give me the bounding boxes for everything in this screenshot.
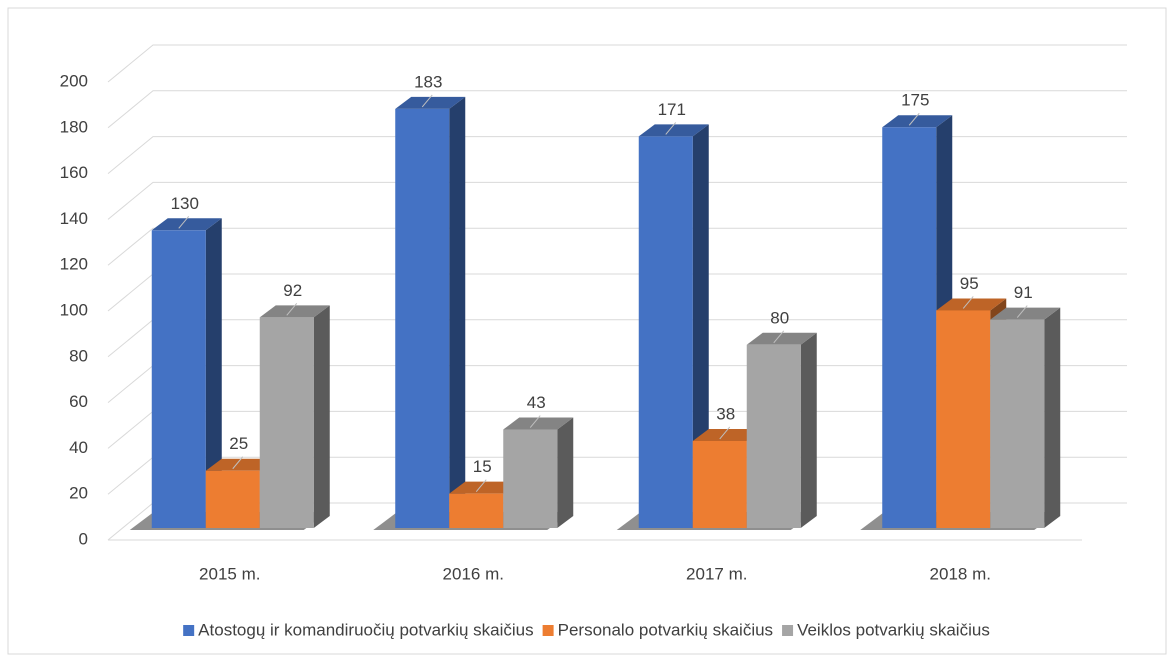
leader-line [475, 479, 487, 492]
bar-face [882, 115, 953, 128]
grid-line [107, 44, 1127, 83]
bar-face [1044, 307, 1061, 528]
x-tick-label: 2018 m. [930, 564, 991, 583]
bar-face [395, 108, 450, 529]
bar [746, 332, 817, 528]
leader-line [962, 296, 974, 309]
data-label: 80 [770, 308, 789, 327]
data-label: 171 [658, 100, 686, 119]
data-label: 95 [960, 274, 979, 293]
bar-face [882, 127, 937, 528]
data-label: 175 [901, 91, 929, 110]
bar-face [638, 136, 693, 528]
leader-line [1016, 305, 1028, 318]
leader-line [773, 330, 785, 344]
legend-swatch [782, 625, 794, 636]
bar-face [557, 417, 574, 528]
bar [259, 305, 330, 528]
data-label: 92 [283, 281, 302, 300]
y-tick-label: 180 [60, 117, 88, 136]
leader-line [421, 94, 433, 108]
data-label: 25 [229, 434, 248, 453]
bar-face [259, 305, 330, 318]
bar-face [800, 332, 817, 528]
bar [990, 307, 1061, 528]
y-tick-label: 140 [60, 209, 88, 228]
bar-face [151, 230, 206, 529]
leader-line [232, 456, 244, 470]
bar-face [205, 470, 260, 528]
data-label: 15 [473, 457, 492, 476]
grid-line [107, 90, 1127, 129]
bar-face [936, 298, 1007, 311]
leader-line [719, 426, 731, 440]
bar-face [692, 440, 747, 528]
bar-face [449, 493, 504, 528]
leader-line [908, 112, 920, 126]
y-tick-label: 120 [60, 255, 88, 274]
leader-line [286, 302, 298, 316]
leader-line [529, 415, 541, 428]
x-tick-label: 2015 m. [199, 564, 260, 583]
bar-face [205, 458, 276, 471]
data-label: 38 [716, 404, 735, 423]
leader-line [178, 215, 190, 229]
y-tick-label: 0 [79, 529, 88, 548]
bar-face [746, 332, 817, 345]
bar-face [503, 417, 574, 430]
bar-face [503, 429, 558, 528]
bar-face [449, 481, 520, 494]
leader-line [665, 122, 677, 135]
data-label: 183 [414, 72, 442, 91]
bar-face [990, 319, 1045, 528]
grid-line [107, 136, 1127, 174]
grid-line [107, 227, 1127, 266]
legend-label: Atostogų ir komandiruočių potvarkių skai… [198, 620, 533, 639]
y-tick-label: 20 [69, 484, 88, 503]
data-label: 130 [171, 194, 199, 213]
data-label: 91 [1014, 283, 1033, 302]
x-tick-label: 2017 m. [686, 564, 747, 583]
y-tick-label: 100 [60, 300, 88, 319]
legend-swatch [183, 625, 195, 636]
bar [503, 417, 574, 528]
bar [151, 218, 222, 529]
bar [638, 124, 709, 528]
bar-face [692, 428, 763, 441]
bar-face [151, 218, 222, 231]
bar [395, 96, 466, 529]
y-tick-label: 40 [69, 438, 88, 457]
y-tick-label: 60 [69, 392, 88, 411]
bar-face [259, 317, 314, 528]
x-tick-label: 2016 m. [443, 564, 504, 583]
legend-swatch [542, 625, 554, 636]
bar-face [205, 218, 222, 529]
y-tick-label: 80 [69, 346, 88, 365]
bar-face [746, 344, 801, 528]
data-label: 43 [527, 393, 546, 412]
y-tick-label: 200 [60, 71, 88, 90]
bar-face [936, 310, 991, 528]
bar-face [692, 124, 709, 528]
bar-face [395, 96, 466, 109]
legend-label: Veiklos potvarkių skaičius [797, 620, 990, 639]
legend-label: Personalo potvarkių skaičius [558, 620, 773, 639]
y-tick-label: 160 [60, 163, 88, 182]
bar-face [313, 305, 330, 528]
bar-face [990, 307, 1061, 320]
bar-face [638, 124, 709, 137]
grid-line [107, 181, 1127, 220]
bar-face [449, 96, 466, 529]
